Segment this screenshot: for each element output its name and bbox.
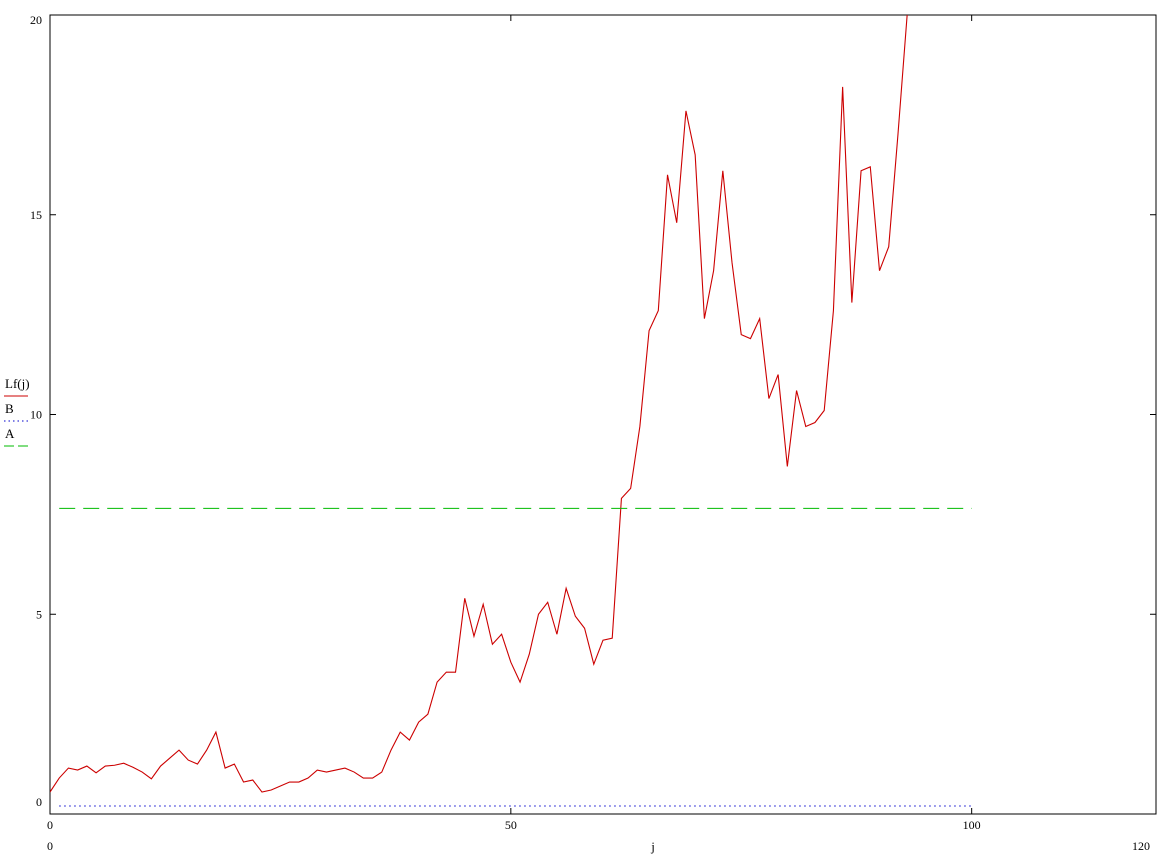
y-tick-label: 0 xyxy=(36,795,42,809)
x-range-max-label: 120 xyxy=(1132,839,1150,853)
y-tick-label: 10 xyxy=(30,408,42,422)
axis-ticks xyxy=(49,14,1156,815)
y-tick-label: 15 xyxy=(30,208,42,222)
plot-frame xyxy=(49,14,1157,815)
x-tick-label: 0 xyxy=(47,818,53,832)
legend: Lf(j) BA xyxy=(4,376,30,447)
legend-label: Lf(j) xyxy=(5,376,30,391)
y-tick-label: 5 xyxy=(36,607,42,621)
series-lines xyxy=(50,15,972,807)
plot-frame-rect xyxy=(49,14,1157,815)
x-axis-title: j xyxy=(650,839,655,854)
y-tick-label: 20 xyxy=(30,13,42,27)
axis-labels: 0 50 100 0 5 10 15 20 0 120 j xyxy=(30,13,1150,854)
x-tick-label: 100 xyxy=(963,818,981,832)
legend-label: A xyxy=(5,426,15,441)
x-range-min-label: 0 xyxy=(47,839,53,853)
series-line-lf-j xyxy=(50,15,908,793)
x-tick-label: 50 xyxy=(505,818,517,832)
legend-label: B xyxy=(5,401,14,416)
